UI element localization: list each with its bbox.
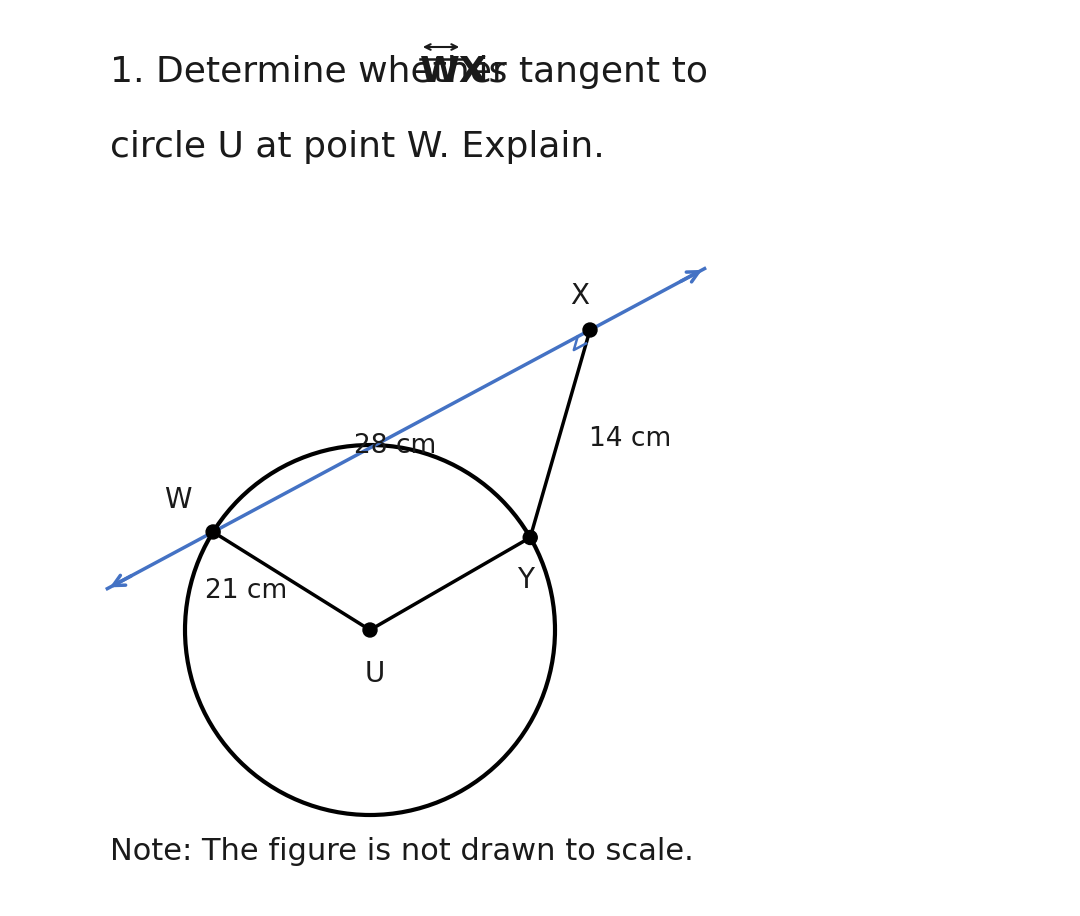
Text: U: U xyxy=(365,660,386,688)
Text: is tangent to: is tangent to xyxy=(467,55,708,89)
Text: circle U at point W. Explain.: circle U at point W. Explain. xyxy=(110,130,605,164)
Circle shape xyxy=(583,323,597,337)
Circle shape xyxy=(523,530,537,544)
Circle shape xyxy=(363,623,377,637)
Text: X: X xyxy=(570,282,590,310)
Text: 21 cm: 21 cm xyxy=(205,578,287,604)
Text: W: W xyxy=(163,486,191,514)
Text: 14 cm: 14 cm xyxy=(589,426,672,452)
Text: 28 cm: 28 cm xyxy=(353,432,436,459)
Text: Y: Y xyxy=(516,565,534,594)
Circle shape xyxy=(206,525,220,539)
Text: Note: The figure is not drawn to scale.: Note: The figure is not drawn to scale. xyxy=(110,837,693,866)
Text: WX: WX xyxy=(420,55,488,89)
Text: 1. Determine whether: 1. Determine whether xyxy=(110,55,518,89)
